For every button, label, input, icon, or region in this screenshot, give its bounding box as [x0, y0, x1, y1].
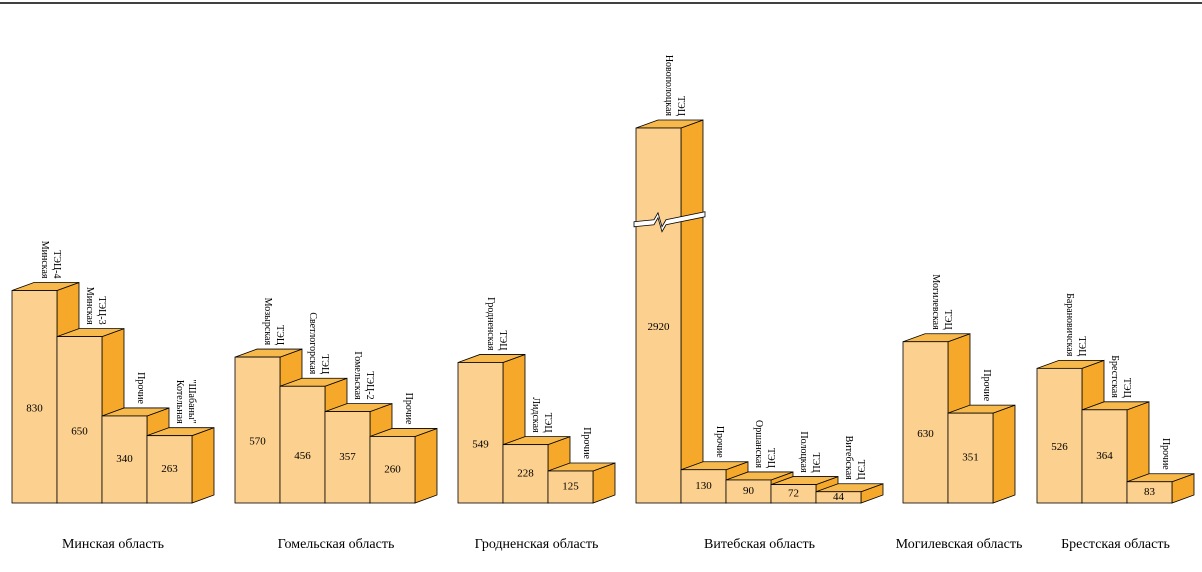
bar [547, 470, 594, 504]
value-label: 340 [116, 453, 133, 465]
bar [635, 127, 682, 504]
bar-name: Котельная"Шабаны" [174, 379, 197, 424]
bar [234, 356, 281, 504]
bar-name: МинскаяТЭЦ-3 [84, 287, 107, 325]
group-label: Минская область [62, 537, 164, 552]
bar-name: ЛидскаяТЭЦ [530, 397, 553, 433]
bar-name: Прочие [135, 372, 146, 404]
bar [56, 336, 103, 504]
bar [1126, 481, 1173, 504]
bar-name: БрестскаяТЭЦ [1109, 355, 1132, 398]
bar-side [992, 404, 1016, 504]
value-label: 228 [517, 467, 534, 479]
bar-name: СветлогорскаяТЭЦ [307, 312, 330, 374]
value-label: 526 [1051, 441, 1068, 453]
value-label: 2920 [648, 321, 671, 333]
value-label: 650 [71, 425, 88, 437]
bar-name: Прочие [403, 393, 414, 425]
bar-name: Прочие [581, 427, 592, 459]
bar-name: ПолоцкаяТЭЦ [798, 431, 821, 473]
bar-side [414, 427, 438, 504]
bar [902, 341, 949, 504]
value-label: 260 [384, 463, 401, 475]
value-label: 364 [1096, 450, 1113, 462]
bar [369, 436, 416, 504]
bar-side [191, 427, 215, 504]
bar-side [680, 119, 704, 504]
value-label: 570 [249, 436, 266, 448]
axis-break [633, 211, 706, 233]
bar [502, 444, 549, 504]
group-label: Брестская область [1061, 537, 1170, 552]
value-label: 456 [294, 450, 311, 462]
group-label: Могилевская область [896, 537, 1023, 552]
bar-name: Прочие [981, 369, 992, 401]
value-label: 357 [339, 451, 356, 463]
bar-name: ГомельскаяТЭЦ-2 [352, 351, 375, 400]
value-label: 72 [788, 487, 799, 499]
value-label: 130 [695, 480, 712, 492]
value-label: 830 [26, 402, 43, 414]
value-label: 351 [962, 452, 979, 464]
bar-name: ВитебскаяТЭЦ [843, 436, 866, 481]
bar-name: МинскаяТЭЦ-4 [39, 241, 62, 279]
bar [324, 411, 371, 504]
bar [1036, 367, 1083, 504]
value-label: 44 [833, 491, 845, 503]
value-label: 90 [743, 485, 755, 497]
bar [1081, 409, 1128, 504]
bar [947, 412, 994, 504]
value-label: 263 [161, 463, 178, 475]
bar [815, 491, 862, 504]
bar [279, 385, 326, 504]
value-label: 630 [917, 428, 934, 440]
bar [101, 415, 148, 504]
bar [11, 290, 58, 504]
bar-name: Прочие [714, 426, 725, 458]
bar-name: БарановичскаяТЭЦ [1064, 293, 1087, 357]
value-label: 125 [562, 481, 579, 493]
bar [457, 362, 504, 504]
group-label: Гомельская область [278, 537, 395, 552]
bar-name: Прочие [1160, 438, 1171, 470]
value-label: 549 [472, 438, 489, 450]
group-label: Гродненская область [475, 537, 599, 552]
bar-name: МогилевскаяТЭЦ [930, 274, 953, 330]
bar-name: МозырскаяТЭЦ [262, 298, 285, 346]
group-label: Витебская область [704, 537, 815, 552]
value-label: 83 [1144, 486, 1156, 498]
bar-name: НовополоцкаяТЭЦ [663, 55, 686, 117]
bar [146, 435, 193, 504]
bar-name: ГродненскаяТЭЦ [485, 297, 508, 351]
bar-name: ОршанскаяТЭЦ [753, 420, 776, 468]
